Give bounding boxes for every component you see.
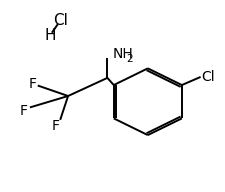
- Text: NH: NH: [112, 47, 133, 61]
- Text: Cl: Cl: [53, 13, 67, 28]
- Text: F: F: [28, 77, 36, 91]
- Text: 2: 2: [126, 54, 132, 64]
- Text: Cl: Cl: [201, 70, 214, 84]
- Text: H: H: [44, 28, 56, 43]
- Text: F: F: [19, 104, 27, 118]
- Text: F: F: [52, 118, 59, 132]
